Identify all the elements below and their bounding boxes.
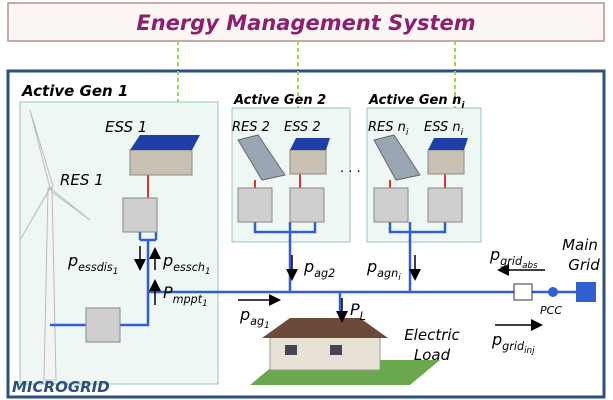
label-part: inj [524, 346, 535, 356]
label: pag1 [239, 305, 270, 331]
label-part: ESS 2 [284, 120, 321, 135]
load-label: Load [414, 346, 451, 364]
grid-label: Grid [568, 256, 600, 274]
label: ESS 2 [284, 120, 321, 135]
pcc-node [548, 287, 558, 297]
label-part: i [398, 273, 401, 283]
label-part: grid [500, 255, 523, 268]
label-part: p [67, 251, 78, 270]
wind-turbine [19, 109, 91, 381]
label-part: RES 2 [232, 120, 270, 135]
label-part: agn [377, 267, 398, 280]
label-part: P [163, 283, 173, 302]
label-part: p [489, 245, 500, 264]
label: RES ni [368, 120, 409, 138]
label-part: ESS 1 [105, 118, 147, 136]
label-part: ESS n [424, 120, 461, 135]
label-part: i [461, 128, 464, 138]
label-part: Active Gen 2 [233, 93, 326, 108]
pcc-label: PCC [540, 304, 562, 317]
house [250, 318, 440, 385]
label-part: grid [502, 340, 525, 353]
label-part: 1 [264, 321, 270, 331]
label: PL [350, 300, 366, 323]
label-part: mppt [173, 293, 203, 306]
label: RES 1 [60, 171, 104, 189]
label-part: p [239, 305, 250, 324]
label: ESS ni [424, 120, 464, 138]
switch [513, 283, 533, 301]
grid-label: Main [562, 236, 598, 254]
label: ESS 1 [105, 118, 147, 136]
label: pgridinj [491, 330, 535, 356]
microgrid-label: MICROGRID [12, 378, 110, 396]
label: Pmppt1 [163, 283, 208, 309]
main-grid [576, 282, 596, 302]
label-part: p [162, 251, 173, 270]
label-part: p [303, 257, 314, 276]
label-part: Active Gen 1 [21, 82, 128, 100]
label: pgridabs [489, 245, 538, 271]
label: Active Gen ni [368, 93, 465, 111]
ellipsis: . . . [340, 161, 361, 176]
label-part: L [360, 310, 366, 323]
load-label: Electric [404, 326, 460, 344]
label-part: 1 [205, 267, 211, 277]
label-part: RES 1 [60, 171, 104, 189]
label: Active Gen 1 [21, 82, 128, 100]
label-part: RES n [368, 120, 406, 135]
label-part: ag [250, 315, 264, 328]
converter [85, 187, 463, 343]
label-part: p [366, 257, 377, 276]
label: pessdis1 [67, 251, 118, 277]
label-part: 1 [113, 267, 119, 277]
label-part: P [350, 300, 360, 319]
label-part: 1 [202, 299, 208, 309]
label-part: Active Gen n [368, 93, 461, 108]
label-part: i [406, 128, 409, 138]
label-part: ag2 [314, 267, 335, 280]
label: pagni [366, 257, 401, 283]
label: pessch1 [162, 251, 211, 277]
label: Active Gen 2 [233, 93, 326, 108]
label-part: i [461, 101, 465, 111]
label-part: essdis [78, 261, 113, 274]
bus [50, 222, 580, 327]
solar-panel [237, 134, 421, 181]
ems-title: Energy Management System [136, 11, 475, 35]
label-part: essch [173, 261, 205, 274]
label: pag2 [303, 257, 335, 280]
battery [129, 135, 468, 176]
label-part: abs [522, 261, 538, 271]
label-part: p [491, 330, 502, 349]
label: RES 2 [232, 120, 270, 135]
ems-box [7, 2, 605, 42]
